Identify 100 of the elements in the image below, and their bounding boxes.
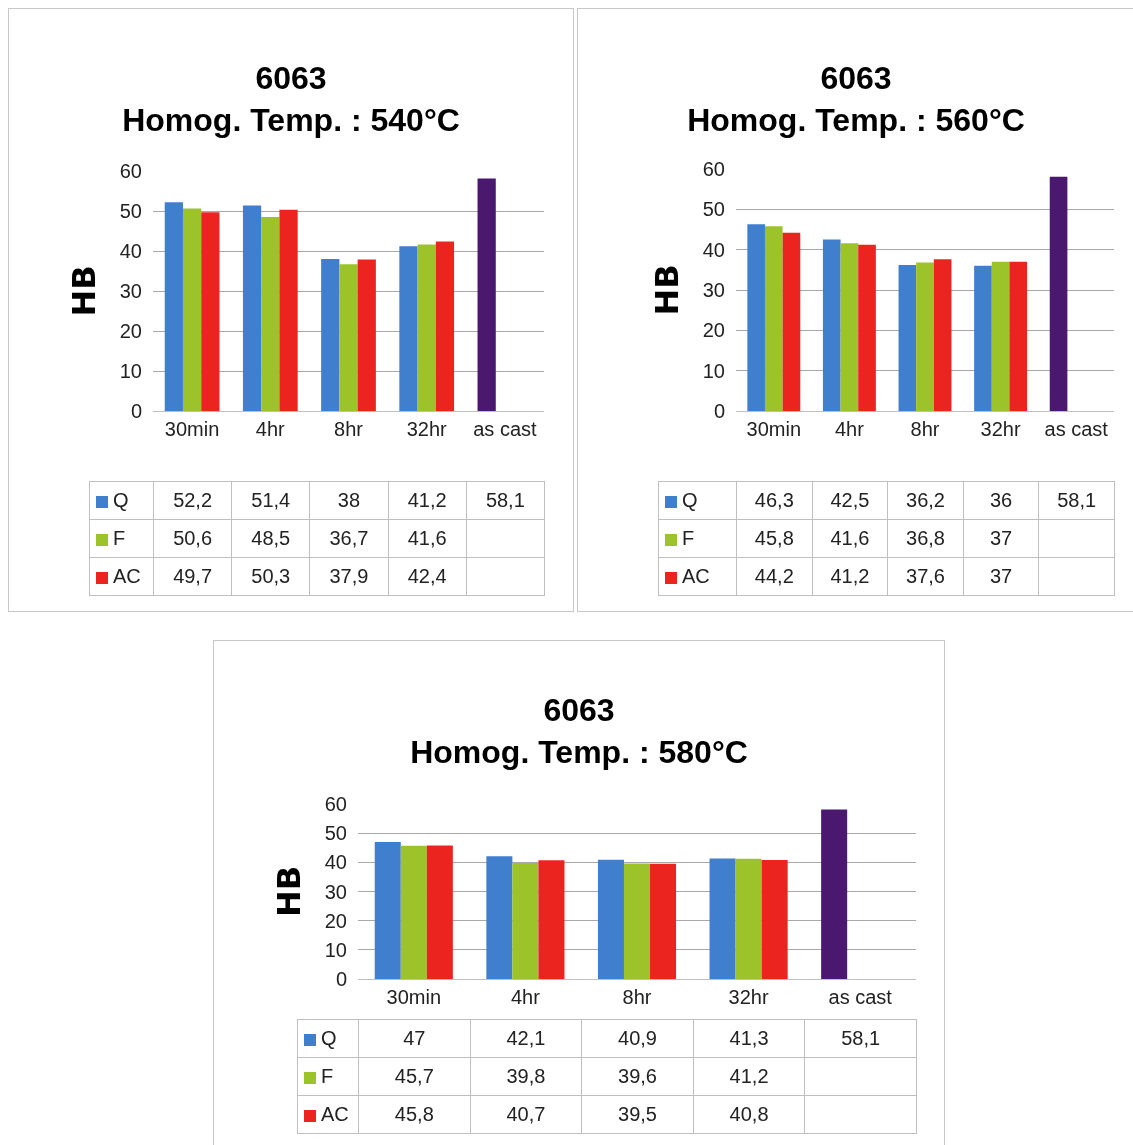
bar [400, 845, 427, 979]
y-tick-label: 0 [130, 400, 142, 422]
bar [321, 259, 340, 411]
data-label: 37 [963, 557, 1039, 596]
y-tick-label: 40 [702, 238, 725, 261]
data-label: 37,9 [309, 557, 389, 596]
bar [974, 265, 992, 411]
x-tick-label: 32hr [406, 418, 448, 440]
data-label: 42,4 [388, 557, 467, 596]
bar [261, 217, 280, 411]
y-tick-label: 50 [324, 822, 347, 845]
x-tick-label: as cast [828, 986, 893, 1008]
chart-title: 6063 Homog. Temp. : 540°C [122, 60, 460, 138]
y-axis-title: HB [270, 865, 309, 918]
legend-label: Q [321, 1027, 337, 1049]
x-tick-label: 32hr [728, 986, 769, 1008]
data-label: 42,1 [470, 1019, 582, 1058]
bar [164, 202, 183, 411]
bar [435, 241, 455, 411]
chart-title: 6063 Homog. Temp. : 580°C [410, 692, 748, 770]
chart-title: 6063 Homog. Temp. : 560°C [687, 60, 1025, 138]
bar [242, 205, 262, 411]
y-axis-title: HB [648, 264, 687, 316]
x-tick-label: 30min [746, 418, 802, 440]
data-label: 50,3 [231, 557, 310, 596]
x-tick-label: 8hr [622, 986, 652, 1008]
bar [374, 841, 401, 979]
y-tick-label: 10 [702, 359, 725, 382]
data-label: 40,8 [693, 1095, 805, 1134]
data-label: 58,1 [1038, 481, 1115, 520]
bar [916, 262, 934, 411]
bar [417, 244, 436, 411]
bar [764, 226, 783, 411]
bar [538, 860, 565, 979]
x-tick-label: 30min [164, 418, 220, 440]
y-tick-label: 30 [119, 280, 142, 302]
bar [512, 862, 539, 979]
data-label: 45,8 [736, 519, 813, 558]
y-tick-label: 30 [702, 279, 725, 301]
bar [426, 845, 453, 979]
bar [709, 858, 736, 979]
data-label: 36 [963, 481, 1039, 520]
y-tick-label: 10 [324, 938, 347, 961]
y-axis-title: HB [65, 265, 104, 317]
bar [822, 239, 841, 411]
bar [898, 264, 917, 411]
bar [182, 208, 202, 411]
data-label: 52,2 [153, 481, 232, 520]
bar [1049, 176, 1068, 411]
y-tick-label: 60 [324, 793, 347, 815]
data-label: 41,6 [812, 519, 888, 558]
x-tick-label: 32hr [980, 418, 1021, 440]
bar [1009, 261, 1028, 411]
data-label: 58,1 [466, 481, 545, 520]
data-label: 41,3 [693, 1019, 805, 1058]
x-tick-label: 4hr [834, 418, 865, 440]
y-tick-label: 50 [119, 200, 142, 222]
bar [782, 232, 801, 411]
bar [858, 244, 876, 411]
bar [747, 224, 765, 411]
data-label: 45,8 [358, 1095, 471, 1134]
y-tick-label: 60 [702, 158, 725, 180]
data-label: 39,8 [470, 1057, 582, 1096]
y-tick-label: 20 [324, 909, 347, 932]
y-tick-label: 10 [119, 360, 142, 382]
legend-label: Q [113, 489, 129, 511]
data-label: 39,6 [581, 1057, 694, 1096]
bar [399, 246, 418, 411]
data-label: 45,7 [358, 1057, 471, 1096]
bar [357, 259, 376, 411]
data-label: 41,2 [812, 557, 888, 596]
bar [991, 261, 1010, 411]
data-label: 42,5 [812, 481, 888, 520]
data-label: 44,2 [736, 557, 813, 596]
bar [279, 209, 298, 411]
bar [201, 212, 220, 411]
y-tick-label: 20 [119, 320, 142, 342]
bar [477, 178, 496, 411]
data-label: 38 [309, 481, 389, 520]
data-label: 41,2 [693, 1057, 805, 1096]
legend-label: AC [321, 1103, 349, 1125]
y-tick-label: 40 [324, 851, 347, 874]
data-label: 51,4 [231, 481, 310, 520]
data-label: 37 [963, 519, 1039, 558]
x-tick-label: 8hr [910, 418, 940, 440]
bar [623, 863, 651, 979]
legend-label: F [321, 1065, 334, 1087]
y-tick-label: 50 [702, 198, 725, 221]
data-label: 36,7 [309, 519, 389, 558]
data-label: 36,8 [887, 519, 964, 558]
data-label: 36,2 [887, 481, 964, 520]
y-tick-label: 40 [119, 240, 142, 262]
x-tick-label: as cast [1044, 418, 1109, 440]
bar [597, 859, 624, 979]
y-tick-label: 20 [702, 319, 725, 342]
data-label: 41,6 [388, 519, 467, 558]
data-label: 50,6 [153, 519, 232, 558]
legend-label: AC [682, 565, 710, 587]
bar [650, 863, 677, 979]
y-tick-label: 0 [335, 968, 347, 990]
